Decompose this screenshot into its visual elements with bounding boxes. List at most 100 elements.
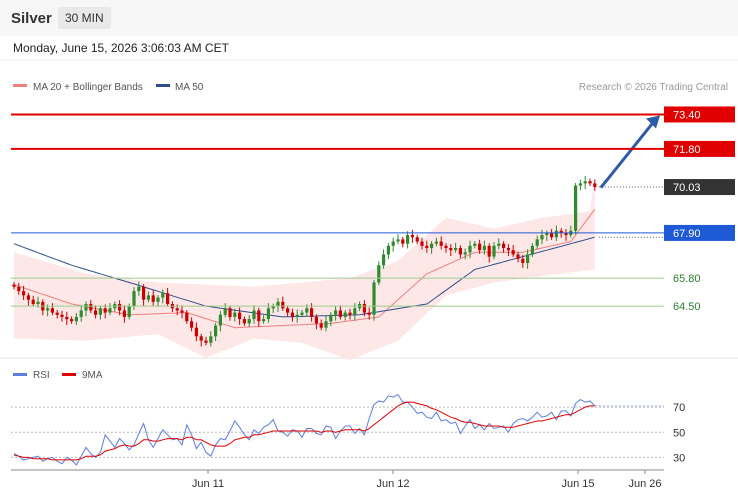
candle bbox=[26, 292, 30, 306]
candle-body bbox=[550, 232, 554, 238]
candle-body bbox=[89, 304, 93, 311]
candle-body bbox=[578, 183, 582, 186]
chart-header: Silver 30 MIN bbox=[0, 0, 738, 36]
candle-body bbox=[444, 245, 448, 248]
candle-body bbox=[281, 301, 285, 309]
candle bbox=[190, 317, 194, 332]
candle bbox=[487, 243, 491, 263]
candle-body bbox=[199, 336, 203, 341]
bollinger-band bbox=[14, 176, 595, 360]
candle bbox=[406, 231, 410, 249]
candle-body bbox=[425, 245, 429, 248]
legend-ma20-swatch bbox=[13, 84, 27, 87]
candle-body bbox=[146, 295, 150, 300]
candle bbox=[98, 305, 102, 320]
candle bbox=[185, 310, 189, 324]
candle-body bbox=[238, 312, 242, 320]
candle bbox=[257, 307, 261, 328]
legend-rsima-label: 9MA bbox=[82, 370, 103, 381]
candle bbox=[281, 296, 285, 311]
candle bbox=[161, 289, 165, 304]
candle-body bbox=[185, 312, 189, 322]
candle-body bbox=[334, 310, 338, 315]
candle bbox=[564, 229, 568, 241]
x-axis: Jun 11 Jun 12 Jun 15 Jun 26 bbox=[192, 470, 662, 490]
price-levels: 73.40 71.80 70.03 67.90 65.80 64.50 bbox=[11, 106, 735, 313]
candle bbox=[314, 314, 318, 330]
candle-body bbox=[454, 248, 458, 251]
candle bbox=[343, 310, 347, 321]
candle bbox=[108, 303, 112, 316]
candle bbox=[79, 305, 83, 322]
candle-body bbox=[276, 301, 280, 307]
last-price-box bbox=[664, 179, 735, 196]
candle bbox=[588, 178, 592, 186]
interval-button[interactable]: 30 MIN bbox=[58, 7, 111, 29]
candle-body bbox=[98, 308, 102, 315]
candle-body bbox=[290, 312, 294, 317]
candle-body bbox=[26, 295, 30, 300]
candle-body bbox=[396, 239, 400, 242]
candle-body bbox=[526, 254, 530, 264]
legend-rsima-swatch bbox=[62, 373, 76, 376]
candle-body bbox=[588, 181, 592, 184]
candle bbox=[204, 336, 208, 346]
candle bbox=[324, 316, 328, 332]
candle-body bbox=[175, 308, 179, 311]
candle bbox=[166, 288, 170, 307]
candle-body bbox=[228, 308, 232, 317]
candle-body bbox=[190, 321, 194, 328]
candle bbox=[530, 243, 534, 258]
candle-body bbox=[74, 316, 78, 322]
candle-body bbox=[540, 235, 544, 240]
candle-body bbox=[252, 310, 256, 320]
candle bbox=[521, 254, 525, 268]
candle bbox=[583, 176, 587, 190]
candle bbox=[497, 238, 501, 250]
candle bbox=[492, 241, 496, 260]
candle bbox=[300, 310, 304, 318]
candle-body bbox=[262, 319, 266, 322]
rsi-plot: 70 50 30 bbox=[11, 393, 685, 466]
candle bbox=[199, 333, 203, 347]
resistance-label: 73.40 bbox=[673, 109, 701, 121]
candle bbox=[194, 322, 198, 342]
candle bbox=[415, 234, 419, 245]
candle-body bbox=[36, 301, 40, 304]
candle-body bbox=[497, 243, 501, 246]
candle bbox=[12, 282, 16, 290]
candle-body bbox=[122, 310, 126, 317]
rsi-ma-line bbox=[13, 401, 595, 461]
candle-body bbox=[271, 306, 275, 309]
candle bbox=[156, 294, 160, 307]
candle-body bbox=[70, 319, 74, 322]
candle-body bbox=[377, 265, 381, 283]
candle bbox=[482, 240, 486, 255]
candle-body bbox=[530, 245, 534, 255]
candle-body bbox=[434, 241, 438, 244]
candle bbox=[478, 239, 482, 254]
candle-body bbox=[300, 312, 304, 315]
candle-body bbox=[180, 310, 184, 313]
candle bbox=[382, 249, 386, 269]
candle bbox=[84, 301, 88, 317]
legend-rsi-swatch bbox=[13, 373, 27, 376]
x-tick-label: Jun 12 bbox=[376, 478, 409, 490]
candle-body bbox=[50, 308, 54, 313]
candle-body bbox=[324, 321, 328, 328]
candle-body bbox=[60, 314, 64, 317]
candle-body bbox=[209, 336, 213, 343]
candle-body bbox=[79, 310, 83, 317]
projection-arrow-shaft bbox=[599, 120, 656, 189]
candle bbox=[511, 244, 515, 258]
candle-body bbox=[151, 295, 155, 302]
candle-body bbox=[420, 241, 424, 246]
support-label: 65.80 bbox=[673, 273, 701, 285]
legend-rsi-label: RSI bbox=[33, 370, 50, 381]
candle bbox=[348, 308, 352, 320]
rsi-tick-label: 70 bbox=[673, 402, 685, 414]
candle bbox=[401, 236, 405, 248]
candle-body bbox=[338, 310, 342, 317]
candle-body bbox=[137, 286, 141, 292]
